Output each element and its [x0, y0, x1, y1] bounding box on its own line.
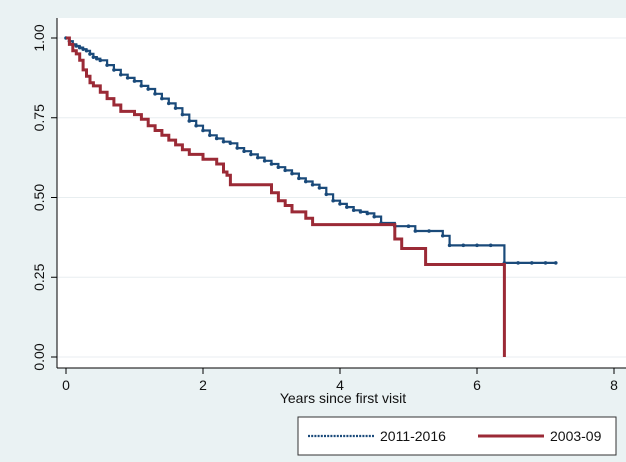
series-point: [249, 152, 253, 157]
series-2003-09: [66, 36, 506, 357]
series-point: [324, 192, 329, 197]
series-point: [413, 229, 418, 233]
legend-label: 2003-09: [550, 428, 602, 444]
legend: 2011-2016 2003-09: [297, 416, 617, 456]
series-point: [88, 52, 92, 56]
legend-item: 2003-09: [478, 428, 602, 444]
series-point: [74, 44, 79, 48]
series-point: [553, 261, 558, 265]
series-point: [112, 68, 116, 72]
y-tick-label: 0.50: [31, 184, 47, 211]
series-point: [146, 87, 150, 91]
series-point: [447, 243, 452, 248]
x-tick-label: 0: [62, 377, 70, 393]
series-point: [372, 214, 377, 219]
series-point: [214, 136, 219, 141]
series-point: [461, 243, 466, 248]
y-tick-label: 0.00: [31, 343, 47, 370]
series-point: [303, 179, 308, 184]
series-point: [365, 211, 370, 216]
series-point: [201, 128, 205, 133]
y-tick-label: 0.25: [31, 263, 47, 290]
axes: 0.00 0.25 0.50 0.75 1.00 0 2 4 6 8: [31, 18, 626, 393]
series-point: [95, 56, 99, 61]
series-point: [262, 159, 267, 163]
series-point: [166, 101, 171, 106]
series-point: [160, 96, 164, 101]
series-point: [173, 106, 178, 110]
series-point: [338, 202, 342, 206]
series-point: [125, 76, 130, 80]
series-point: [331, 198, 335, 203]
x-tick-label: 6: [473, 377, 481, 393]
series-point: [139, 84, 144, 88]
plot-area: [57, 18, 626, 368]
series-point: [440, 233, 445, 238]
series-point: [427, 229, 431, 233]
series-point: [255, 155, 260, 160]
series-point: [283, 168, 288, 173]
series-point: [290, 171, 294, 176]
series-point: [310, 182, 315, 187]
series-point: [269, 162, 274, 166]
series-point: [530, 261, 534, 265]
series-layer: [64, 36, 558, 357]
series-point: [276, 165, 281, 169]
series-point: [119, 72, 123, 77]
series-point: [91, 55, 96, 59]
y-tick-label: 0.75: [31, 104, 47, 131]
series-point: [358, 210, 363, 214]
series-point: [351, 208, 356, 213]
series-point: [297, 176, 301, 181]
series-point: [180, 112, 185, 117]
series-point: [516, 261, 520, 265]
series-point: [543, 261, 548, 265]
x-tick-label: 4: [336, 377, 344, 393]
x-tick-label: 8: [610, 377, 618, 393]
series-point: [235, 146, 240, 150]
series-point: [406, 224, 411, 229]
series-point: [132, 79, 137, 83]
series-point: [153, 92, 157, 96]
series-point: [81, 47, 85, 51]
series-point: [208, 133, 212, 138]
series-point: [317, 186, 322, 190]
series-line-2003-09: [66, 36, 506, 357]
series-point: [194, 123, 198, 128]
series-point: [98, 58, 103, 63]
series-point: [345, 205, 349, 209]
series-point: [242, 149, 246, 154]
legend-label: 2011-2016: [380, 428, 446, 444]
series-point: [77, 45, 82, 50]
series-2011-2016: [64, 36, 558, 265]
series-point: [228, 141, 233, 146]
series-point: [187, 119, 192, 123]
x-axis-title: Years since first visit: [280, 390, 406, 406]
series-point: [105, 63, 109, 67]
legend-item: 2011-2016: [308, 428, 446, 444]
gridlines: [57, 37, 626, 358]
series-point: [84, 48, 89, 53]
series-point: [488, 243, 493, 248]
series-point: [475, 243, 479, 248]
x-tick-label: 2: [199, 377, 207, 393]
y-tick-label: 1.00: [31, 24, 47, 51]
series-point: [221, 139, 226, 144]
